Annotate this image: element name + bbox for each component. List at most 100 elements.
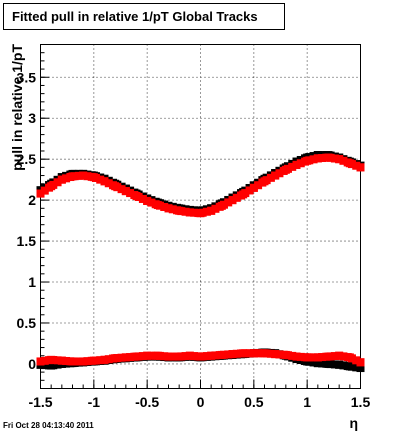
data-point [47, 361, 56, 370]
title-box [3, 3, 285, 30]
data-point [175, 206, 184, 215]
data-point [228, 350, 237, 359]
series-2-marker [330, 360, 339, 369]
y-tick-label: 3 [28, 110, 36, 126]
data-point [324, 359, 333, 368]
data-point [249, 183, 258, 192]
series-1-marker [40, 186, 49, 195]
data-point [313, 154, 322, 163]
series-1-marker [245, 186, 254, 195]
data-point [281, 350, 290, 359]
data-point [303, 156, 312, 165]
data-point [196, 352, 205, 361]
series-3-marker [288, 351, 297, 360]
series-1-marker [138, 194, 147, 203]
series-1-marker [224, 198, 233, 207]
series-3-marker [147, 351, 156, 360]
timestamp: Fri Oct 28 04:13:40 2011 [3, 421, 94, 430]
data-point [121, 187, 130, 196]
series-3 [36, 349, 365, 367]
series-3-marker [266, 349, 275, 358]
data-point [185, 351, 194, 360]
data-point [36, 357, 45, 366]
data-point [345, 353, 354, 362]
series-1-marker [309, 155, 318, 164]
series-1-marker [74, 171, 83, 180]
series-3-marker [190, 352, 199, 361]
data-point [271, 171, 280, 180]
series-2-marker [309, 358, 318, 367]
data-point [324, 153, 333, 162]
series-1-marker [104, 179, 113, 188]
x-tick-label: 1 [303, 394, 311, 410]
data-point [132, 352, 141, 361]
data-point [281, 165, 290, 174]
y-tick-label: 3.5 [17, 69, 37, 85]
x-tick-label: 1.5 [351, 394, 371, 410]
data-point [100, 177, 109, 186]
y-tick-label: 0 [28, 356, 36, 372]
series-1-marker [62, 174, 71, 183]
data-point [335, 351, 344, 360]
tick-labels: -1.5 -1 -0.5 0 0.5 1 1.5 0 0.5 1 1.5 2 2.5 3 3.5 [17, 69, 371, 410]
data-point [260, 349, 269, 358]
series-3-marker [245, 349, 254, 358]
series-2-marker [318, 359, 327, 368]
chart-title: Fitted pull in relative 1/pT Global Trac… [12, 9, 258, 24]
y-tick-label: 1 [28, 274, 36, 290]
data-point [164, 352, 173, 361]
data-point [185, 208, 194, 217]
series-3-marker [202, 352, 211, 361]
series-1-marker [296, 159, 305, 168]
series-3-marker [138, 352, 147, 361]
series-1-marker [160, 202, 169, 211]
series-3-marker [275, 350, 284, 359]
data-point [292, 352, 301, 361]
series-1-marker [202, 207, 211, 216]
data-point [143, 196, 152, 205]
data-point [100, 355, 109, 364]
data-point [89, 173, 98, 182]
y-tick-label: 0.5 [17, 315, 37, 331]
series-1-marker [330, 154, 339, 163]
data-point [153, 201, 162, 210]
y-tick-label: 2 [28, 192, 36, 208]
data-point [345, 362, 354, 371]
data-point [111, 182, 120, 191]
series-3-marker [181, 352, 190, 361]
series-1-marker [117, 185, 126, 194]
series-1-marker [232, 193, 241, 202]
data-markers [36, 151, 365, 373]
data-point [207, 351, 216, 360]
series-2-marker [339, 361, 348, 370]
series-3-marker [211, 351, 220, 360]
data-point [239, 349, 248, 358]
data-point [121, 353, 130, 362]
series-1-marker [254, 181, 263, 190]
series-3-marker [53, 356, 62, 365]
series-3-marker [224, 350, 233, 359]
data-point [175, 352, 184, 361]
series-1-marker [190, 208, 199, 217]
series-1-marker [275, 169, 284, 178]
data-point [260, 177, 269, 186]
series-3-marker [40, 356, 49, 365]
data-point [303, 353, 312, 362]
series-3-marker [168, 352, 177, 361]
data-point [57, 175, 66, 184]
data-point [335, 155, 344, 164]
data-point [292, 160, 301, 169]
series-1-marker [211, 204, 220, 213]
data-point [111, 354, 120, 363]
series-3-marker [254, 349, 263, 358]
x-tick-label: 0.5 [244, 394, 264, 410]
data-point [249, 349, 258, 358]
series-1-marker [318, 154, 327, 163]
series-1-marker [168, 205, 177, 214]
x-tick-label: -1 [88, 394, 101, 410]
series-1-marker [266, 173, 275, 182]
data-point [345, 159, 354, 168]
data-point [239, 190, 248, 199]
data-point [47, 355, 56, 364]
